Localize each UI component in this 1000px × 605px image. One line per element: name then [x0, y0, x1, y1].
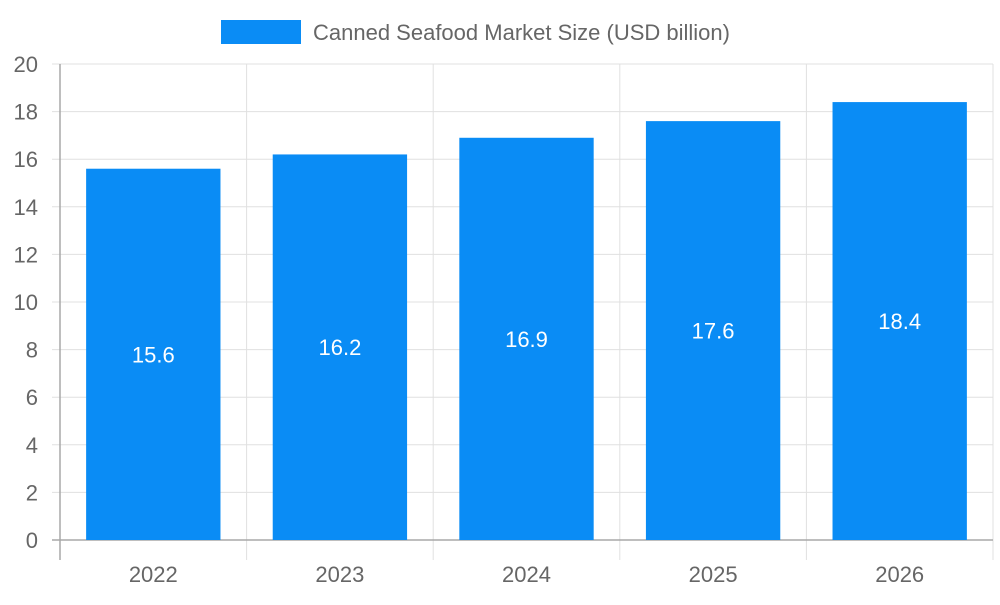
y-tick-label: 20: [14, 52, 38, 77]
y-tick-label: 6: [26, 385, 38, 410]
legend: Canned Seafood Market Size (USD billion): [221, 20, 730, 45]
legend-label: Canned Seafood Market Size (USD billion): [313, 20, 730, 45]
bar-2025[interactable]: [645, 121, 781, 541]
x-tick-label: 2023: [315, 562, 364, 587]
legend-swatch: [221, 20, 301, 44]
y-tick-label: 8: [26, 338, 38, 363]
y-tick-label: 16: [14, 147, 38, 172]
x-tick-label: 2026: [875, 562, 924, 587]
x-tick-label: 2025: [689, 562, 738, 587]
bar-2023[interactable]: [272, 154, 408, 540]
data-labels: 15.6 16.2 16.9 17.6 18.4: [132, 309, 921, 367]
bar-2024[interactable]: [459, 137, 594, 540]
bar-value-label: 15.6: [132, 342, 175, 367]
bar-2026[interactable]: [832, 102, 967, 540]
bar-2022[interactable]: [86, 168, 221, 540]
bar-value-label: 17.6: [692, 319, 735, 344]
bar-value-label: 18.4: [878, 309, 921, 334]
y-tick-label: 4: [26, 433, 38, 458]
y-tick-label: 14: [14, 195, 38, 220]
bar-value-label: 16.2: [318, 335, 361, 360]
y-tick-label: 10: [14, 290, 38, 315]
bars: [86, 102, 967, 541]
y-tick-label: 0: [26, 528, 38, 553]
x-tick-label: 2024: [502, 562, 551, 587]
bar-value-label: 16.9: [505, 327, 548, 352]
x-tick-label: 2022: [129, 562, 178, 587]
y-tick-label: 18: [14, 100, 38, 125]
y-tick-label: 2: [26, 480, 38, 505]
y-tick-label: 12: [14, 242, 38, 267]
